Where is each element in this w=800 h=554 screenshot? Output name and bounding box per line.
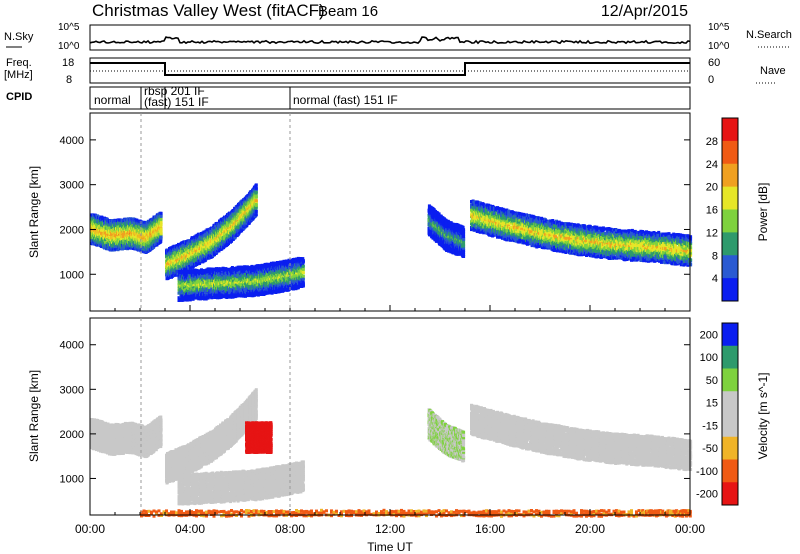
nave-label: Nave	[760, 65, 786, 77]
nsearch-tick-top: 10^5	[708, 22, 730, 33]
data-cell	[255, 187, 258, 190]
freq-tick-bottom: 8	[66, 74, 72, 86]
cpid-panel: CPID normal rbsp 201 IF (fast) 151 IF no…	[6, 84, 690, 109]
data-cell	[160, 221, 163, 224]
freq-tick-top: 18	[62, 57, 74, 69]
nsky-trace	[90, 37, 690, 43]
beam-title: Beam 16	[318, 3, 378, 20]
cpid-label: CPID	[6, 91, 32, 103]
nsky-panel: N.Sky 10^5 10^0 10^5 10^0 N.Search	[4, 22, 792, 52]
freq-trace	[90, 63, 690, 75]
nsearch-tick-bottom: 10^0	[708, 41, 730, 52]
nave-tick-bottom: 0	[708, 74, 714, 86]
nsearch-label: N.Search	[746, 29, 792, 41]
data-cell	[160, 228, 163, 231]
date-title: 12/Apr/2015	[601, 3, 688, 20]
data-cell	[160, 212, 163, 215]
cpid-segment-normal: normal	[94, 93, 131, 107]
cpid-segment-fast: (fast) 151 IF	[144, 95, 209, 109]
freq-panel: Freq. [MHz] 18 8 60 0 Nave	[4, 57, 786, 86]
site-title: Christmas Valley West (fitACF)	[92, 1, 325, 20]
data-cell	[160, 218, 163, 221]
freq-unit-label: [MHz]	[4, 69, 33, 81]
data-cell	[255, 195, 258, 198]
nsky-label: N.Sky	[4, 31, 34, 43]
data-cell	[255, 213, 258, 216]
data-cell	[255, 183, 258, 186]
radar-summary-plot: Christmas Valley West (fitACF) Beam 16 1…	[0, 0, 800, 554]
nsky-tick-top: 10^5	[58, 22, 80, 33]
data-cell	[255, 210, 258, 213]
cpid-segment-normal-fast: normal (fast) 151 IF	[293, 93, 398, 107]
nsky-frame	[90, 25, 690, 50]
nsky-tick-bottom: 10^0	[58, 41, 80, 52]
freq-label: Freq.	[6, 57, 32, 69]
data-cell	[255, 199, 258, 202]
nave-tick-top: 60	[708, 57, 720, 69]
